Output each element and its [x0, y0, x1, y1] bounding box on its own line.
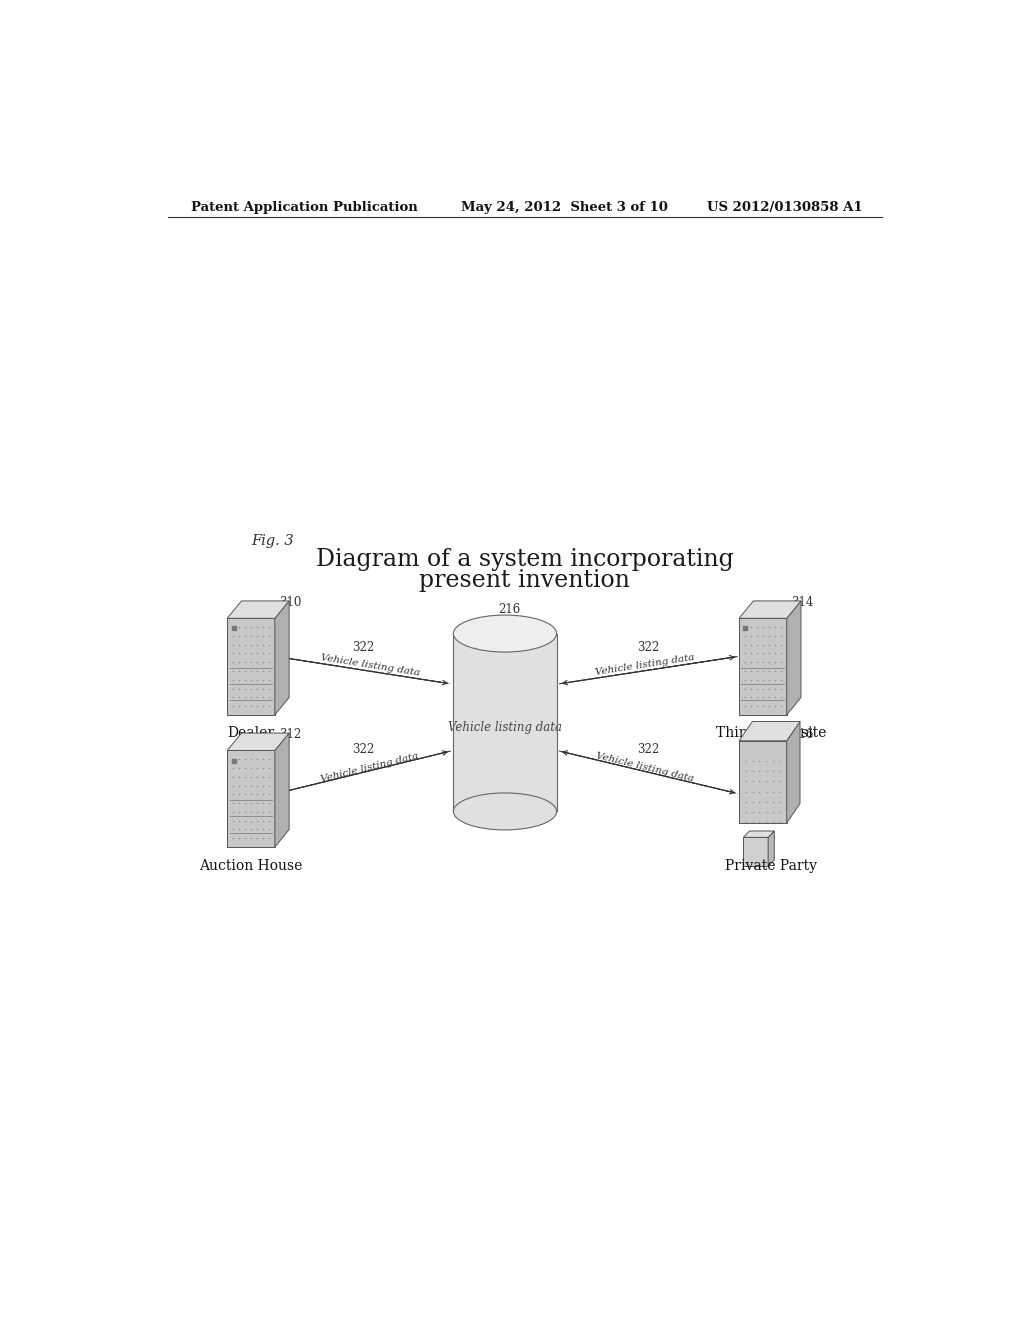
Text: Vehicle listing data: Vehicle listing data [319, 751, 420, 784]
Polygon shape [739, 601, 801, 618]
Polygon shape [743, 837, 768, 866]
Polygon shape [743, 832, 774, 837]
Polygon shape [227, 601, 289, 618]
Text: Dealer: Dealer [227, 726, 274, 741]
Text: 316: 316 [792, 727, 814, 741]
Text: Third-party site: Third-party site [716, 726, 826, 741]
Polygon shape [274, 733, 289, 847]
Text: Private Party: Private Party [725, 858, 817, 873]
Polygon shape [739, 618, 786, 715]
Text: 322: 322 [352, 642, 375, 655]
Text: 322: 322 [637, 642, 659, 655]
Text: 312: 312 [280, 727, 302, 741]
Polygon shape [227, 751, 274, 847]
Polygon shape [786, 722, 800, 822]
Text: 216: 216 [498, 603, 520, 615]
Text: May 24, 2012  Sheet 3 of 10: May 24, 2012 Sheet 3 of 10 [461, 201, 669, 214]
Text: present invention: present invention [420, 569, 630, 591]
Text: Vehicle listing data: Vehicle listing data [447, 721, 562, 734]
Polygon shape [227, 733, 289, 751]
Text: Auction House: Auction House [200, 858, 303, 873]
Polygon shape [454, 634, 557, 812]
Polygon shape [227, 618, 274, 715]
Text: Fig. 3: Fig. 3 [251, 533, 294, 548]
Ellipse shape [454, 793, 557, 830]
Text: Vehicle listing data: Vehicle listing data [595, 751, 694, 783]
Text: Vehicle listing data: Vehicle listing data [594, 653, 694, 677]
Text: 322: 322 [637, 743, 659, 756]
Text: US 2012/0130858 A1: US 2012/0130858 A1 [708, 201, 863, 214]
Text: Patent Application Publication: Patent Application Publication [191, 201, 418, 214]
Polygon shape [739, 722, 800, 741]
Text: 322: 322 [352, 743, 375, 756]
Polygon shape [786, 601, 801, 715]
Ellipse shape [454, 615, 557, 652]
Text: Vehicle listing data: Vehicle listing data [319, 653, 420, 677]
Polygon shape [274, 601, 289, 715]
Polygon shape [768, 832, 774, 866]
Polygon shape [739, 741, 786, 822]
Text: Diagram of a system incorporating: Diagram of a system incorporating [316, 548, 733, 572]
Text: 310: 310 [280, 595, 302, 609]
Text: 314: 314 [792, 595, 814, 609]
